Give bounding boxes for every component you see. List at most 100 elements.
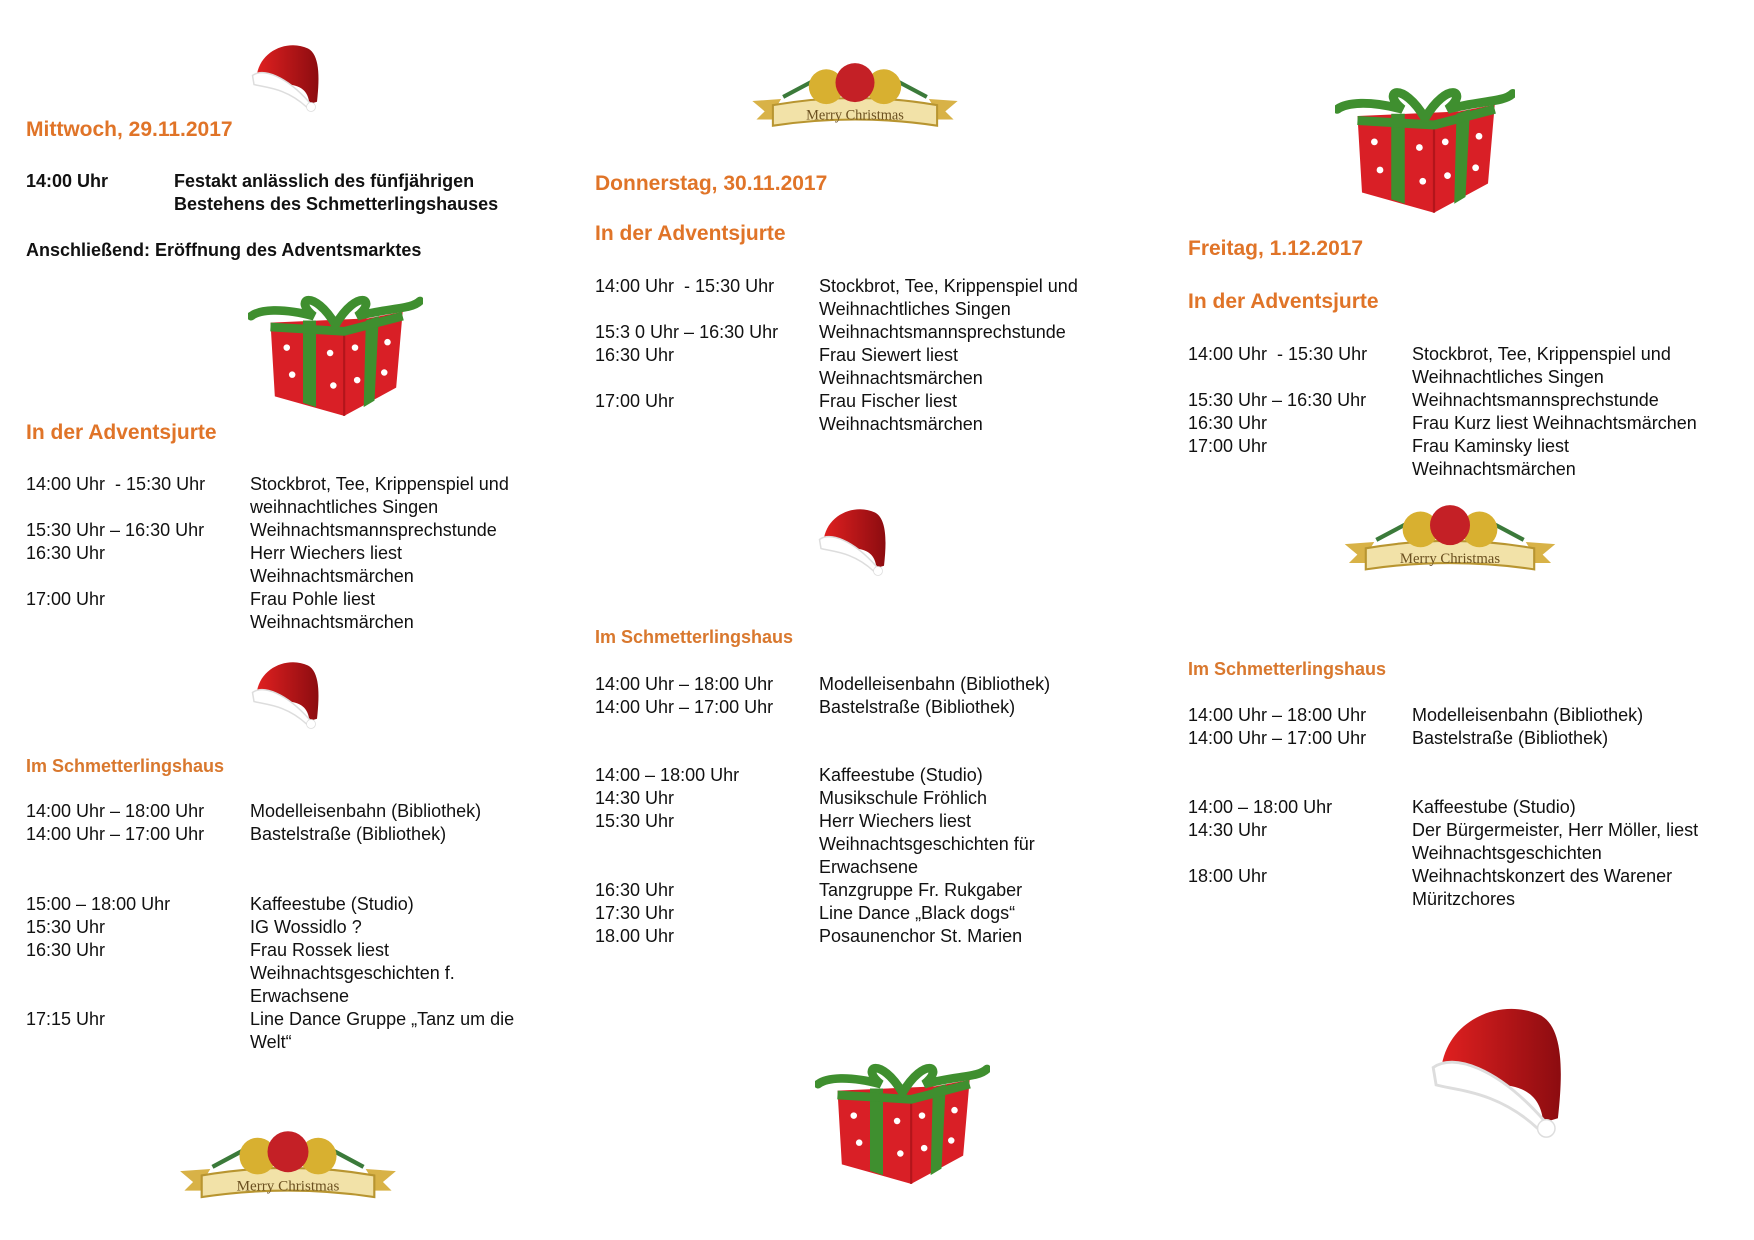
event-time: 16:30 Uhr [595, 345, 675, 365]
svg-text:Merry Christmas: Merry Christmas [806, 108, 904, 124]
event-time: 17:15 Uhr [26, 1009, 106, 1029]
event-text: Festakt anlässlich des fünfjährigen Best… [174, 171, 499, 214]
event-time: 15:30 Uhr [26, 917, 106, 937]
event-time: 14:30 Uhr [1188, 820, 1268, 840]
schedule-row: 14:00 Uhr – 17:00 Uhr Bastelstraße (Bibli… [595, 696, 1050, 719]
event-time: 17:00 Uhr [1188, 436, 1268, 456]
schedule-row: 14:00 Uhr - 15:30 Uhr Stockbrot, Tee, Kri… [26, 473, 509, 519]
schedule-row: 14:30 Uhr Der Bürgermeister, Herr Möller,… [1188, 819, 1698, 865]
svg-text:Merry Christmas: Merry Christmas [237, 1179, 340, 1195]
schedule-list: 14:00 Uhr - 15:30 Uhr Stockbrot, Tee, Kri… [595, 275, 1078, 436]
gift-icon [813, 1056, 992, 1186]
merry-christmas-banner-icon: Merry Christmas [745, 60, 965, 138]
schedule-row: 14:00 Uhr – 18:00 Uhr Modelleisenbahn (Bi… [595, 673, 1050, 696]
schedule-row: 17:30 Uhr Line Dance „Black dogs“ [595, 902, 1035, 925]
event-text: Weihnachtsmannsprechstunde [819, 322, 1066, 342]
event-text: Frau Fischer liest Weihnachtsmärchen [819, 391, 983, 434]
schedule-list: 14:00 Uhr – 18:00 Uhr Modelleisenbahn (Bi… [595, 673, 1050, 719]
schedule-row: 17:00 Uhr Frau Pohle liest Weihnachtsmärc… [26, 588, 509, 634]
event-text: Bastelstraße (Bibliothek) [250, 824, 447, 844]
schedule-row: 15:30 Uhr Herr Wiechers liest Weihnachtsg… [595, 810, 1035, 879]
event-text: Bastelstraße (Bibliothek) [1412, 728, 1609, 748]
schedule-row: 16:30 Uhr Tanzgruppe Fr. Rukgaber [595, 879, 1035, 902]
event-text: Frau Pohle liest Weihnachtsmärchen [250, 589, 414, 632]
schedule-row: 18.00 Uhr Posaunenchor St. Marien [595, 925, 1035, 948]
event-time: 15:00 – 18:00 Uhr [26, 894, 171, 914]
schedule-row: 15:3 0 Uhr – 16:30 Uhr Weihnachtsmannspre… [595, 321, 1078, 344]
day-heading-wednesday: Mittwoch, 29.11.2017 [26, 118, 233, 141]
section-heading-haus: Im Schmetterlingshaus [1188, 659, 1387, 679]
event-time: 14:00 – 18:00 Uhr [595, 765, 740, 785]
event-text: Weihnachtsmannsprechstunde [250, 520, 497, 540]
section-heading-jurte: In der Adventsjurte [26, 421, 217, 444]
santa-hat-icon [1412, 995, 1582, 1140]
schedule-list: 14:00 Uhr - 15:30 Uhr Stockbrot, Tee, Kri… [26, 473, 509, 634]
schedule-row: 14:00 Uhr - 15:30 Uhr Stockbrot, Tee, Kri… [595, 275, 1078, 321]
event-time: 14:30 Uhr [595, 788, 675, 808]
schedule-list: 14:00 Uhr – 18:00 Uhr Modelleisenbahn (Bi… [26, 800, 481, 846]
event-text: Weihnachtskonzert des Warener Müritzchor… [1412, 866, 1673, 909]
section-heading-haus: Im Schmetterlingshaus [26, 756, 225, 776]
event-time: 14:00 Uhr - 15:30 Uhr [1188, 344, 1368, 364]
event-text: Kaffeestube (Studio) [1412, 797, 1576, 817]
event-time: 14:00 – 18:00 Uhr [1188, 797, 1333, 817]
event-time: 17:00 Uhr [26, 589, 106, 609]
schedule-row: 14:00 Uhr – 17:00 Uhr Bastelstraße (Bibli… [26, 823, 481, 846]
event-time: 14:00 Uhr - 15:30 Uhr [595, 276, 775, 296]
schedule-row: 18:00 Uhr Weihnachtskonzert des Warener M… [1188, 865, 1698, 911]
schedule-row: 15:30 Uhr – 16:30 Uhr Weihnachtsmannsprec… [1188, 389, 1697, 412]
event-time: 14:00 Uhr – 17:00 Uhr [595, 697, 774, 717]
event-text: Bastelstraße (Bibliothek) [819, 697, 1016, 717]
followup-note: Anschließend: Eröffnung des Adventsmarkt… [26, 240, 422, 260]
schedule-row: 16:30 Uhr Herr Wiechers liest Weihnachtsm… [26, 542, 509, 588]
event-time: 15:3 0 Uhr – 16:30 Uhr [595, 322, 779, 342]
event-time: 14:00 Uhr – 18:00 Uhr [595, 674, 774, 694]
schedule-row: 14:30 Uhr Musikschule Fröhlich [595, 787, 1035, 810]
schedule-row: 15:30 Uhr IG Wossidlo ? [26, 916, 514, 939]
schedule-row: 14:00 Uhr - 15:30 Uhr Stockbrot, Tee, Kri… [1188, 343, 1697, 389]
schedule-row: 17:00 Uhr Frau Kaminsky liest Weihnachtsm… [1188, 435, 1697, 481]
event-text: Line Dance Gruppe „Tanz um die Welt“ [250, 1009, 515, 1052]
event-time: 16:30 Uhr [26, 543, 106, 563]
opening-event: 14:00 Uhr Festakt anlässlich des fünfjähr… [26, 170, 498, 216]
event-text: Stockbrot, Tee, Krippenspiel und Weihnac… [1412, 344, 1671, 387]
event-time: 14:00 Uhr – 17:00 Uhr [26, 824, 205, 844]
santa-hat-icon [248, 38, 323, 113]
schedule-row: 15:30 Uhr – 16:30 Uhr Weihnachtsmannsprec… [26, 519, 509, 542]
santa-hat-icon [815, 502, 890, 577]
event-time: 14:00 Uhr – 18:00 Uhr [26, 801, 205, 821]
event-text: Tanzgruppe Fr. Rukgaber [819, 880, 1023, 900]
event-text: Stockbrot, Tee, Krippenspiel und Weihnac… [819, 276, 1078, 319]
event-text: Frau Siewert liest Weihnachtsmärchen [819, 345, 983, 388]
event-text: Posaunenchor St. Marien [819, 926, 1023, 946]
event-text: Modelleisenbahn (Bibliothek) [819, 674, 1051, 694]
event-text: Weihnachtsmannsprechstunde [1412, 390, 1659, 410]
gift-icon [246, 288, 425, 418]
event-time: 14:00 Uhr - 15:30 Uhr [26, 474, 206, 494]
section-heading-jurte: In der Adventsjurte [595, 222, 786, 245]
event-text: Herr Wiechers liest Weihnachtsgeschichte… [819, 811, 1035, 877]
schedule-row: 16:30 Uhr Frau Siewert liest Weihnachtsmä… [595, 344, 1078, 390]
schedule-row: 15:00 – 18:00 Uhr Kaffeestube (Studio) [26, 893, 514, 916]
event-time: 15:30 Uhr – 16:30 Uhr [1188, 390, 1367, 410]
santa-hat-icon [248, 655, 323, 730]
event-text: Herr Wiechers liest Weihnachtsmärchen [250, 543, 414, 586]
day-heading-thursday: Donnerstag, 30.11.2017 [595, 172, 828, 195]
event-time: 17:30 Uhr [595, 903, 675, 923]
event-time: 18:00 Uhr [1188, 866, 1268, 886]
event-time: 14:00 Uhr – 17:00 Uhr [1188, 728, 1367, 748]
section-heading-haus: Im Schmetterlingshaus [595, 627, 794, 647]
event-text: Der Bürgermeister, Herr Möller, liest We… [1412, 820, 1699, 863]
schedule-row: 17:15 Uhr Line Dance Gruppe „Tanz um die … [26, 1008, 514, 1054]
schedule-list: 14:00 – 18:00 Uhr Kaffeestube (Studio) 14:… [1188, 796, 1698, 911]
day-heading-friday: Freitag, 1.12.2017 [1188, 237, 1364, 260]
event-text: Frau Kaminsky liest Weihnachtsmärchen [1412, 436, 1576, 479]
schedule-list: 14:00 – 18:00 Uhr Kaffeestube (Studio) 14:… [595, 764, 1035, 948]
event-text: IG Wossidlo ? [250, 917, 362, 937]
event-time: 18.00 Uhr [595, 926, 675, 946]
event-text: Frau Kurz liest Weihnachtsmärchen [1412, 413, 1697, 433]
event-text: Kaffeestube (Studio) [250, 894, 414, 914]
event-time: 15:30 Uhr [595, 811, 675, 831]
schedule-row: 14:00 Uhr – 18:00 Uhr Modelleisenbahn (Bi… [1188, 704, 1643, 727]
event-text: Modelleisenbahn (Bibliothek) [250, 801, 482, 821]
